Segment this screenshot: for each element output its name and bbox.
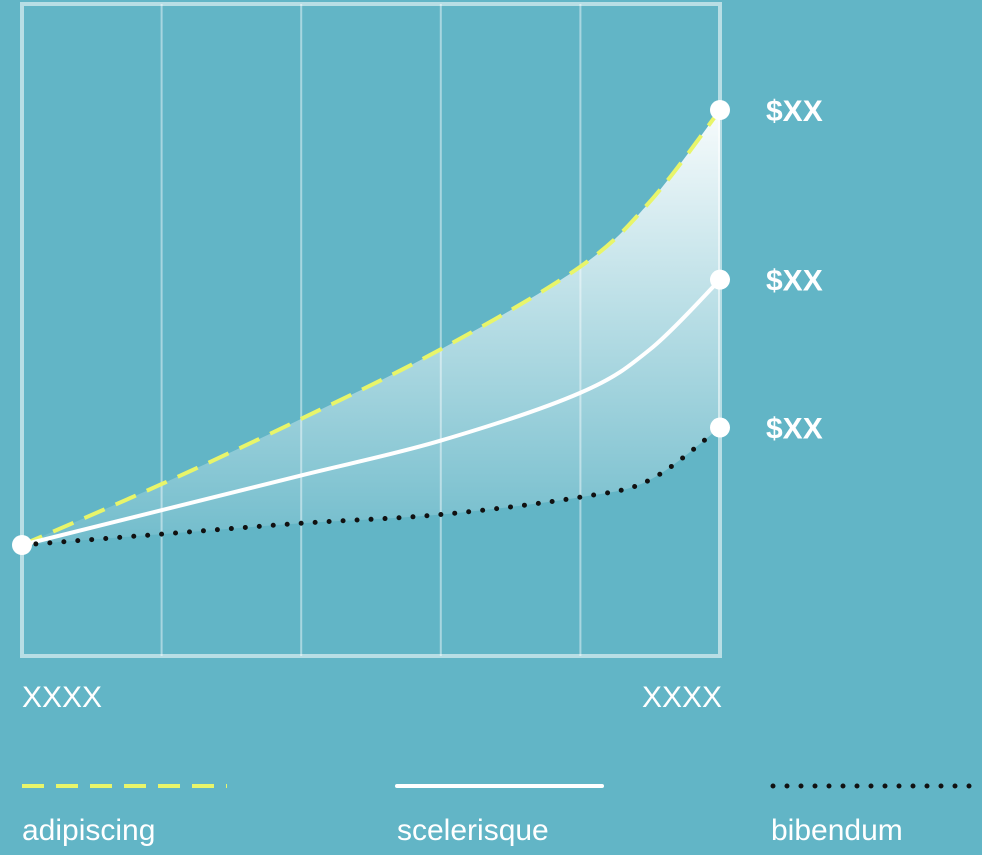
end-value-label: $XX — [766, 413, 823, 446]
legend: adipiscing scelerisque bibendum — [22, 783, 979, 847]
legend-label: scelerisque — [397, 814, 549, 847]
legend-label: bibendum — [771, 814, 903, 847]
series-line-adipiscing — [21, 108, 722, 547]
legend-label: adipiscing — [22, 814, 155, 847]
point-group — [12, 100, 730, 555]
x-tick-label: XXXX — [642, 681, 722, 714]
end-point-adipiscing — [710, 100, 730, 120]
end-point-scelerisque — [710, 269, 730, 290]
end-value-label: $XX — [766, 95, 823, 128]
x-tick-label: XXXX — [22, 681, 102, 714]
range-band — [22, 110, 720, 545]
series-group — [19, 108, 723, 548]
end-value-label: $XX — [766, 265, 823, 298]
series-line-scelerisque — [20, 277, 722, 547]
end-point-bibendum — [710, 417, 730, 438]
series-line-bibendum — [19, 425, 723, 548]
label-group: $XX $XX $XX XXXX XXXX — [22, 95, 823, 714]
range-band-area — [22, 110, 720, 545]
start-point — [12, 535, 32, 555]
